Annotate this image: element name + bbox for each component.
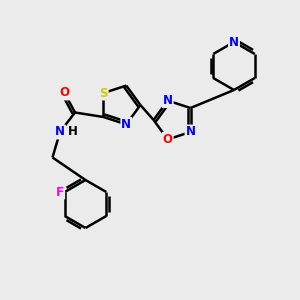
Text: S: S bbox=[99, 86, 108, 100]
Text: N: N bbox=[229, 35, 239, 49]
Text: N: N bbox=[163, 94, 173, 107]
Text: O: O bbox=[163, 133, 173, 146]
Text: F: F bbox=[56, 185, 64, 199]
Text: N: N bbox=[185, 125, 196, 139]
Text: N: N bbox=[121, 118, 131, 131]
Text: H: H bbox=[68, 125, 77, 139]
Text: O: O bbox=[59, 86, 70, 100]
Text: N: N bbox=[55, 125, 65, 139]
